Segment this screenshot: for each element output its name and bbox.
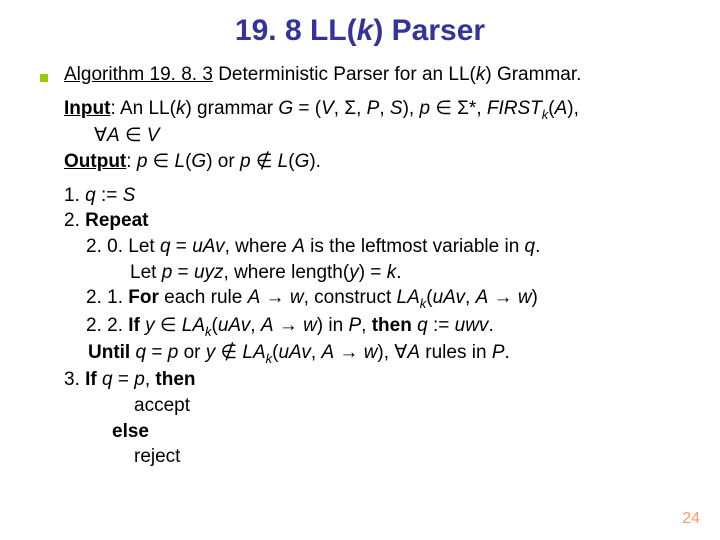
until-line: Until q = p or y ∉ LAk(uAv, A → w), ∀A r… xyxy=(88,340,680,367)
bullet-row: Algorithm 19. 8. 3 Deterministic Parser … xyxy=(40,64,680,86)
algorithm-header: Algorithm 19. 8. 3 Deterministic Parser … xyxy=(64,64,581,86)
step-1: 1. q := S xyxy=(64,183,680,209)
input-line: Input: An LL(k) grammar G = (V, Σ, P, S)… xyxy=(64,96,680,149)
step-2: 2. Repeat xyxy=(64,208,680,234)
output-line: Output: p ∈ L(G) or p ∉ L(G). xyxy=(64,149,680,175)
page-number: 24 xyxy=(682,510,700,528)
step-2-0: 2. 0. Let q = uAv, where A is the leftmo… xyxy=(86,234,680,285)
bullet-icon xyxy=(40,74,48,82)
slide-title: 19. 8 LL(k) Parser xyxy=(40,14,680,48)
step-2-2: 2. 2. If y ∈ LAk(uAv, A → w) in P, then … xyxy=(86,313,680,340)
step-3: 3. If q = p, then accept else reject xyxy=(64,367,680,470)
step-2-1: 2. 1. For each rule A → w, construct LAk… xyxy=(86,285,680,312)
